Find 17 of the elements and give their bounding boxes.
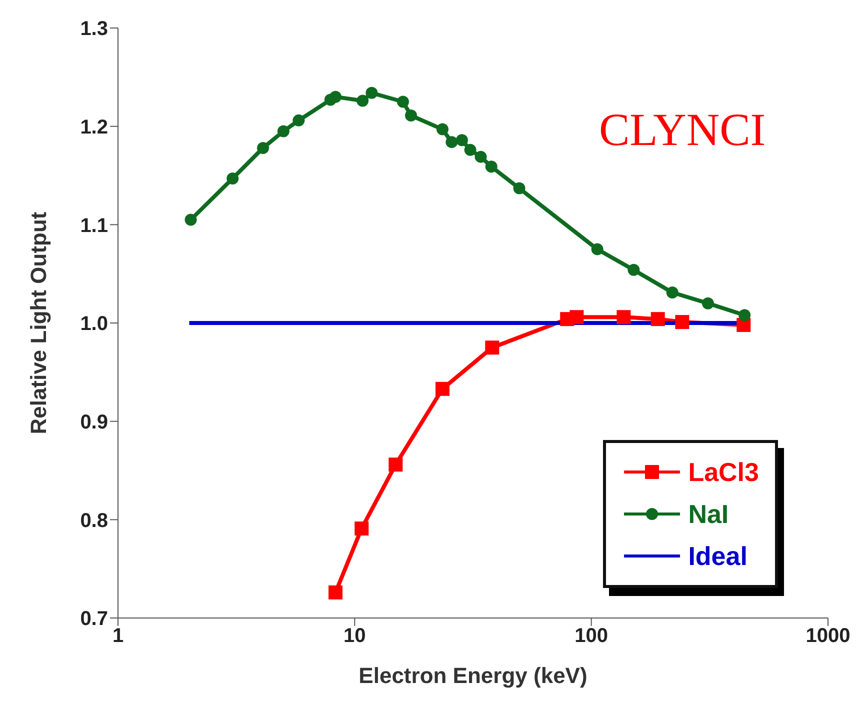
y-tick-label: 0.7 bbox=[80, 608, 108, 630]
legend-label: LaCl3 bbox=[688, 456, 759, 488]
x-axis-title: Electron Energy (keV) bbox=[358, 663, 588, 688]
annotation: CLYNCI bbox=[593, 103, 772, 156]
y-tick-label: 1.0 bbox=[80, 313, 108, 336]
legend-label: Ideal bbox=[688, 540, 748, 572]
x-tick-label: 1 bbox=[112, 625, 124, 648]
x-tick-label: 10 bbox=[344, 625, 366, 648]
y-tick-label: 0.8 bbox=[80, 510, 108, 532]
y-tick-label: 0.9 bbox=[80, 411, 108, 434]
y-tick-label: 1.3 bbox=[80, 18, 108, 40]
y-axis-title: Relative Light Output bbox=[26, 211, 51, 434]
y-tick-label: 1.1 bbox=[80, 214, 108, 237]
y-tick-label: 1.2 bbox=[80, 116, 108, 138]
legend-label: NaI bbox=[688, 498, 729, 530]
x-tick-label: 100 bbox=[574, 625, 608, 648]
x-tick-label: 1000 bbox=[806, 625, 850, 648]
